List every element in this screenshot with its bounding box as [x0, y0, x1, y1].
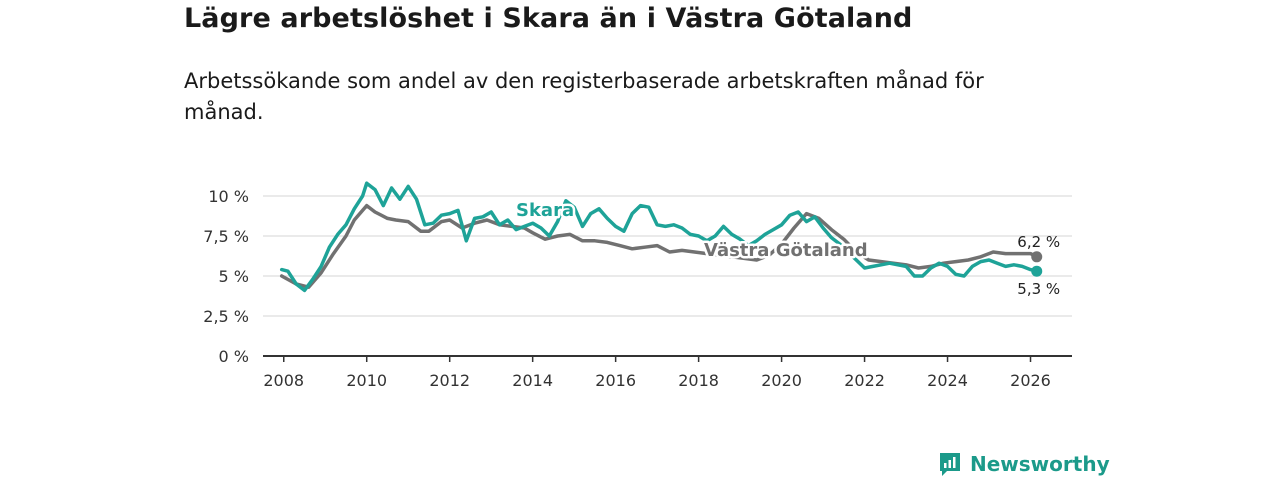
x-tick-label: 2024: [927, 371, 968, 390]
x-tick-label: 2018: [678, 371, 719, 390]
series-name-label-v-stra-g-taland: Västra Götaland: [704, 240, 868, 261]
series-name-label-skara: Skara: [516, 200, 574, 221]
label-layer: 6,2 % 5,3 % Skara Västra Götaland: [514, 198, 1061, 299]
series-line-v-stra-g-taland: [279, 203, 1039, 289]
chart-subtitle: Arbetssökande som andel av den registerb…: [184, 69, 984, 124]
chart-title: Lägre arbetslöshet i Skara än i Västra G…: [184, 3, 913, 34]
x-tick-label: 2026: [1010, 371, 1051, 390]
x-tick-label: 2012: [429, 371, 470, 390]
x-tick-label: 2014: [512, 371, 553, 390]
line-chart: 0 % 2,5 % 5 % 7,5 % 10 % 2008 2010 2012 2014 2016…: [203, 181, 1072, 390]
y-tick-label: 10 %: [208, 187, 249, 206]
x-tick-label: 2008: [263, 371, 304, 390]
x-tick-label: 2016: [595, 371, 636, 390]
series-layer: [279, 181, 1043, 293]
newsworthy-logo-icon: [940, 453, 960, 476]
series-end-marker-v-stra-g-taland: [1031, 251, 1043, 263]
grid-layer: 0 % 2,5 % 5 % 7,5 % 10 % 2008 2010 2012 2014 2016…: [203, 187, 1072, 390]
brand-name: Newsworthy: [970, 452, 1110, 476]
y-tick-label: 7,5 %: [203, 227, 249, 246]
newsworthy-logo: Newsworthy: [938, 450, 1110, 478]
series-end-label-skara: 5,3 %: [1017, 280, 1060, 298]
series-end-marker-skara: [1031, 265, 1043, 277]
series-line-skara: [279, 181, 1039, 293]
x-tick-label: 2020: [761, 371, 802, 390]
y-tick-label: 5 %: [219, 267, 249, 286]
x-tick-label: 2022: [844, 371, 885, 390]
x-tick-label: 2010: [346, 371, 387, 390]
y-tick-label: 0 %: [219, 347, 249, 366]
series-end-label-v-stra-g-taland: 6,2 %: [1017, 233, 1060, 251]
y-tick-label: 2,5 %: [203, 307, 249, 326]
